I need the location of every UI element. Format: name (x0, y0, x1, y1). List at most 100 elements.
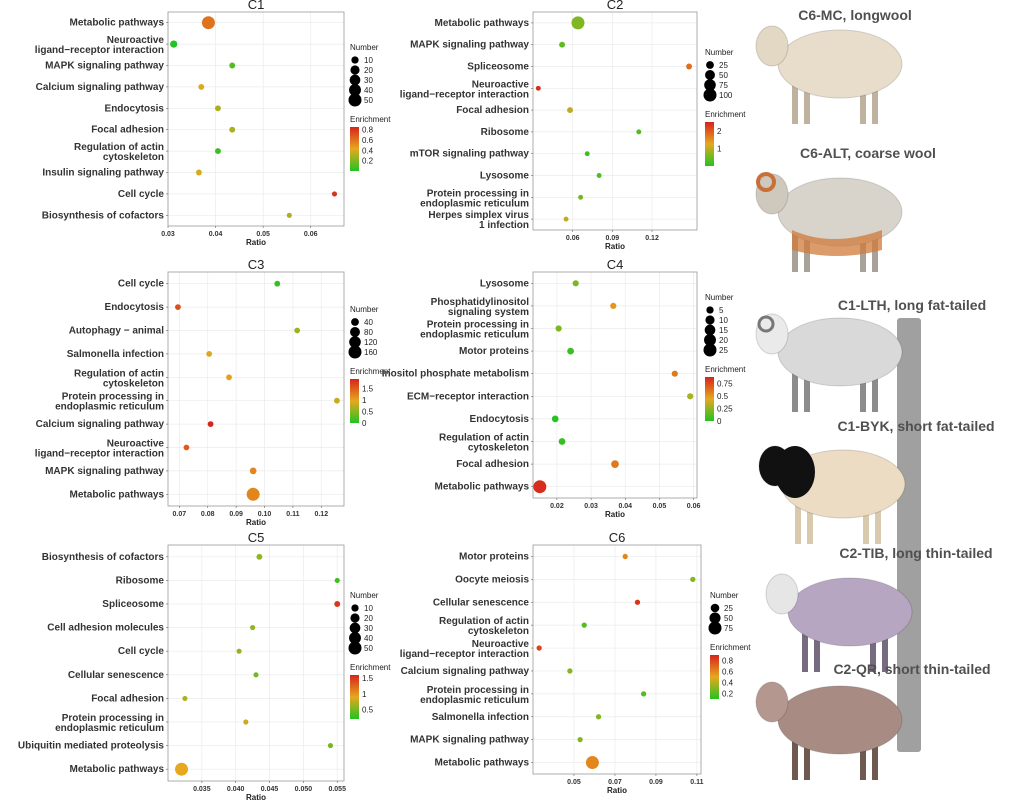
data-point (334, 601, 341, 607)
number-legend-dot (351, 56, 359, 64)
category-label: Cell cycle (118, 279, 165, 290)
category-label: ECM−receptor interaction (407, 391, 529, 402)
enrichment-tick-label: 0.75 (717, 380, 733, 389)
x-tick-label: 0.08 (201, 511, 215, 518)
panel-title: C4 (607, 257, 624, 272)
panel-title: C2 (607, 0, 624, 12)
sheep-caption: C1-LTH, long fat-tailed (838, 297, 986, 313)
data-point (558, 438, 566, 445)
number-legend-dot (349, 74, 361, 86)
data-point (246, 487, 260, 501)
x-tick-label: 0.055 (328, 786, 346, 793)
x-tick-label: 0.06 (566, 235, 580, 242)
plot-frame (532, 11, 698, 231)
category-label: Spliceosome (467, 62, 529, 73)
data-point (207, 421, 214, 427)
category-label: Neuroactive ligand−receptor interaction (400, 79, 530, 100)
enrichment-legend-title: Enrichment (350, 663, 391, 672)
category-label: Regulation of actin cytoskeleton (74, 142, 164, 163)
number-legend-dot (350, 327, 360, 337)
data-point (634, 599, 641, 605)
category-label: Protein processing in endoplasmic reticul… (55, 392, 164, 413)
sheep-leg (807, 490, 813, 544)
chart-panel-1: C1 Metabolic pathways Neuroactive ligand−re… (35, 0, 391, 247)
sheep-head (755, 25, 789, 67)
chart-panel-3: C3 Cell cycle Endocytosis Autophagy − anima… (35, 257, 391, 527)
category-label: Ribosome (481, 127, 530, 138)
sheep-1: C6-MC, longwool (755, 7, 912, 124)
enrichment-colorbar (705, 377, 714, 421)
x-axis-title: Ratio (605, 510, 625, 519)
plot-frame (167, 544, 345, 782)
category-label: Metabolic pathways (70, 489, 165, 500)
number-legend-dot (351, 318, 359, 326)
number-legend-label: 10 (719, 316, 728, 325)
x-tick-label: 0.09 (606, 235, 620, 242)
data-point (327, 743, 334, 749)
data-point (686, 63, 693, 70)
x-tick-label: 0.050 (295, 786, 313, 793)
x-tick-label: 0.04 (618, 503, 632, 510)
category-label: Regulation of actin cytoskeleton (439, 616, 529, 637)
sheep-illustrations: C6-MC, longwool C6-ALT, coarse wool C1-LTH… (755, 7, 995, 780)
category-label: mTOR signaling pathway (410, 149, 530, 160)
x-tick-label: 0.045 (261, 786, 279, 793)
enrichment-tick-label: 0.4 (362, 146, 374, 155)
data-point (584, 151, 590, 157)
sheep-leg (882, 618, 888, 672)
category-label: Neuroactive ligand−receptor interaction (35, 439, 165, 460)
data-point (198, 83, 205, 90)
enrichment-tick-label: 0.6 (722, 668, 734, 677)
sheep-leg (814, 618, 820, 672)
number-legend-label: 20 (364, 66, 373, 75)
number-legend-dot (348, 93, 362, 107)
sheep-leg (872, 726, 878, 780)
number-legend-label: 10 (364, 604, 373, 613)
number-legend-title: Number (705, 293, 734, 302)
enrichment-colorbar (350, 379, 359, 423)
data-point (559, 41, 566, 48)
number-legend-label: 50 (364, 644, 373, 653)
number-legend-label: 50 (724, 614, 733, 623)
sheep-body (777, 29, 903, 99)
panel-title: C6 (609, 530, 626, 545)
category-label: MAPK signaling pathway (410, 40, 529, 51)
sheep-horn (757, 315, 775, 333)
sheep-horn (756, 172, 776, 192)
x-axis-title: Ratio (246, 793, 266, 801)
sheep-leg (860, 70, 866, 124)
data-point (201, 16, 215, 30)
data-point (571, 16, 585, 30)
chart-panel-2: C2 Metabolic pathways MAPK signaling pathw… (400, 0, 746, 251)
number-legend-label: 75 (719, 81, 728, 90)
data-point (536, 645, 542, 651)
data-point (334, 397, 340, 404)
data-point (581, 622, 587, 628)
number-legend-label: 30 (364, 76, 373, 85)
enrichment-tick-label: 1 (717, 144, 722, 153)
enrichment-tick-label: 0.25 (717, 405, 733, 414)
data-point (250, 625, 256, 631)
category-label: MAPK signaling pathway (45, 466, 164, 477)
category-label: Focal adhesion (456, 459, 529, 470)
enrichment-tick-label: 0.5 (717, 392, 729, 401)
data-point (226, 374, 232, 381)
data-point (551, 415, 559, 423)
data-point (243, 719, 249, 725)
category-label: Autophagy − animal (69, 326, 165, 337)
data-point (572, 280, 579, 287)
data-point (567, 347, 574, 355)
enrichment-tick-label: 0.8 (362, 126, 374, 135)
sheep-caption: C2-TIB, long thin-tailed (839, 545, 992, 561)
x-tick-label: 0.05 (567, 779, 581, 786)
data-point (182, 695, 188, 701)
number-legend-label: 40 (364, 318, 373, 327)
number-legend-label: 20 (364, 614, 373, 623)
number-legend-dot (703, 343, 717, 357)
x-tick-label: 0.07 (173, 511, 187, 518)
enrichment-tick-label: 0.6 (362, 136, 374, 145)
sheep-neck-black (775, 446, 815, 498)
data-point (636, 129, 642, 135)
sheep-leg (875, 490, 881, 544)
